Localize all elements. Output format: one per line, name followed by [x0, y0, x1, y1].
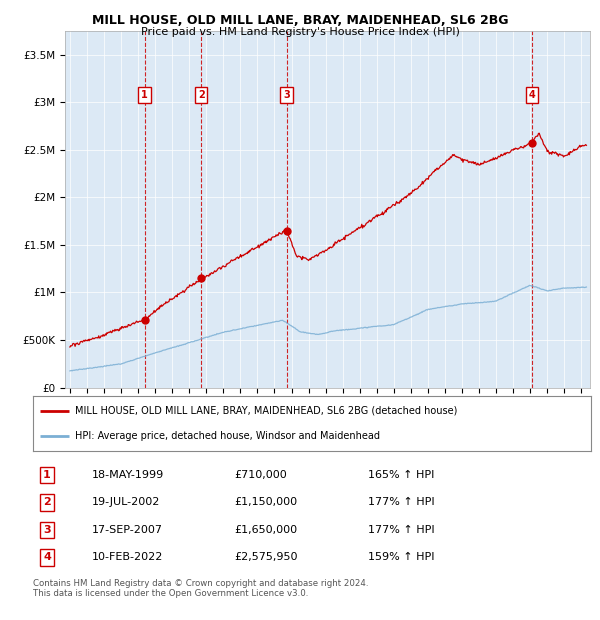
- Text: MILL HOUSE, OLD MILL LANE, BRAY, MAIDENHEAD, SL6 2BG: MILL HOUSE, OLD MILL LANE, BRAY, MAIDENH…: [92, 14, 508, 27]
- Text: 3: 3: [43, 525, 51, 535]
- Text: £2,575,950: £2,575,950: [234, 552, 298, 562]
- Text: 19-JUL-2002: 19-JUL-2002: [92, 497, 160, 507]
- Text: 10-FEB-2022: 10-FEB-2022: [92, 552, 163, 562]
- Text: Price paid vs. HM Land Registry's House Price Index (HPI): Price paid vs. HM Land Registry's House …: [140, 27, 460, 37]
- Text: Contains HM Land Registry data © Crown copyright and database right 2024.
This d: Contains HM Land Registry data © Crown c…: [33, 579, 368, 598]
- Text: 177% ↑ HPI: 177% ↑ HPI: [368, 497, 434, 507]
- Text: 2: 2: [43, 497, 51, 507]
- Text: 18-MAY-1999: 18-MAY-1999: [92, 470, 164, 480]
- Text: 1: 1: [141, 90, 148, 100]
- Text: 4: 4: [43, 552, 51, 562]
- Text: 165% ↑ HPI: 165% ↑ HPI: [368, 470, 434, 480]
- Text: £710,000: £710,000: [234, 470, 287, 480]
- Text: 159% ↑ HPI: 159% ↑ HPI: [368, 552, 434, 562]
- Text: HPI: Average price, detached house, Windsor and Maidenhead: HPI: Average price, detached house, Wind…: [75, 432, 380, 441]
- Text: 177% ↑ HPI: 177% ↑ HPI: [368, 525, 434, 535]
- Text: 17-SEP-2007: 17-SEP-2007: [92, 525, 163, 535]
- Text: 4: 4: [529, 90, 535, 100]
- Text: 2: 2: [198, 90, 205, 100]
- Text: £1,150,000: £1,150,000: [234, 497, 297, 507]
- Text: MILL HOUSE, OLD MILL LANE, BRAY, MAIDENHEAD, SL6 2BG (detached house): MILL HOUSE, OLD MILL LANE, BRAY, MAIDENH…: [75, 405, 457, 415]
- Text: 1: 1: [43, 470, 51, 480]
- Text: 3: 3: [283, 90, 290, 100]
- Text: £1,650,000: £1,650,000: [234, 525, 297, 535]
